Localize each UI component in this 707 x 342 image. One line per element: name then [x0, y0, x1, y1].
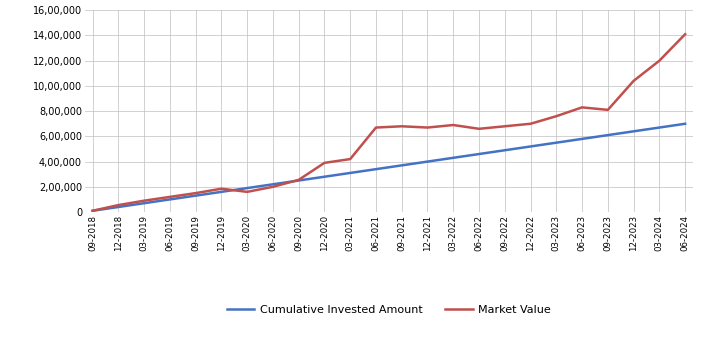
Cumulative Invested Amount	[655, 126, 664, 130]
Market Value	[346, 157, 354, 161]
Cumulative Invested Amount	[372, 167, 380, 171]
Market Value	[475, 127, 484, 131]
Cumulative Invested Amount	[423, 159, 432, 164]
Cumulative Invested Amount	[681, 122, 689, 126]
Market Value	[320, 161, 329, 165]
Market Value	[192, 191, 200, 195]
Cumulative Invested Amount	[114, 205, 122, 209]
Cumulative Invested Amount	[88, 209, 97, 213]
Cumulative Invested Amount	[501, 148, 509, 152]
Market Value	[629, 79, 638, 83]
Market Value	[501, 124, 509, 128]
Market Value	[526, 122, 534, 126]
Market Value	[269, 185, 277, 189]
Market Value	[217, 187, 226, 191]
Market Value	[655, 59, 664, 63]
Market Value	[604, 108, 612, 112]
Legend: Cumulative Invested Amount, Market Value: Cumulative Invested Amount, Market Value	[222, 301, 556, 319]
Market Value	[243, 190, 252, 194]
Cumulative Invested Amount	[192, 194, 200, 198]
Market Value	[578, 105, 586, 109]
Line: Market Value: Market Value	[93, 34, 685, 211]
Cumulative Invested Amount	[475, 152, 484, 156]
Market Value	[397, 124, 406, 128]
Line: Cumulative Invested Amount: Cumulative Invested Amount	[93, 124, 685, 211]
Market Value	[294, 178, 303, 182]
Cumulative Invested Amount	[578, 137, 586, 141]
Cumulative Invested Amount	[269, 182, 277, 186]
Cumulative Invested Amount	[526, 144, 534, 148]
Market Value	[140, 199, 148, 203]
Cumulative Invested Amount	[165, 197, 174, 201]
Market Value	[114, 203, 122, 207]
Cumulative Invested Amount	[346, 171, 354, 175]
Market Value	[449, 123, 457, 127]
Cumulative Invested Amount	[397, 163, 406, 168]
Cumulative Invested Amount	[243, 186, 252, 190]
Cumulative Invested Amount	[449, 156, 457, 160]
Market Value	[88, 209, 97, 213]
Market Value	[552, 114, 561, 118]
Cumulative Invested Amount	[552, 141, 561, 145]
Cumulative Invested Amount	[217, 190, 226, 194]
Market Value	[681, 32, 689, 36]
Cumulative Invested Amount	[604, 133, 612, 137]
Cumulative Invested Amount	[629, 129, 638, 133]
Cumulative Invested Amount	[294, 179, 303, 183]
Cumulative Invested Amount	[140, 201, 148, 205]
Market Value	[165, 195, 174, 199]
Market Value	[423, 126, 432, 130]
Cumulative Invested Amount	[320, 175, 329, 179]
Market Value	[372, 126, 380, 130]
